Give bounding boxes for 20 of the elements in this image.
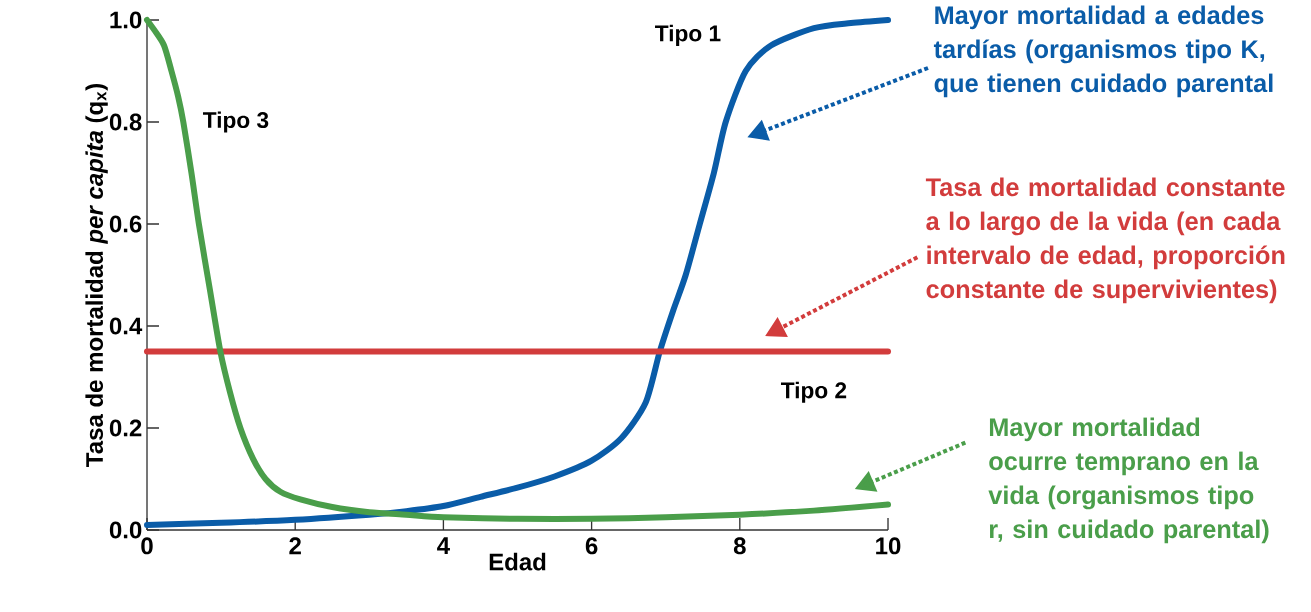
y-tick-label: 0.8 [109, 113, 142, 131]
y-tick-label: 0.6 [109, 215, 142, 233]
x-tick-label: 6 [585, 537, 598, 555]
x-tick-label: 8 [733, 537, 746, 555]
y-tick-label: 0.2 [109, 419, 142, 437]
x-axis-title: Edad [489, 552, 546, 571]
y-axis-title: Tasa de mortalidad per capita (q$_{x}$) [85, 84, 108, 467]
y-tick-label: 0.0 [109, 521, 142, 539]
text: Tasa de mortalidad constante a lo largo de la vida (en cada intervalo de edad, proporción constante de supervivientes) [925, 177, 1285, 304]
x-tick-label: 10 [876, 537, 901, 555]
x-tick-label: 4 [437, 537, 450, 554]
series-label: Tipo 3 [203, 111, 269, 133]
y-tick-label: 0.4 [109, 317, 143, 335]
series-label: Tipo 1 [655, 24, 721, 46]
text: Mayor mortalidad ocurre temprano en la vida (organismos tipo r, sin cuidado parental) [988, 417, 1269, 544]
x-tick-label: 0 [141, 537, 153, 555]
y-tick-label: 1.0 [110, 11, 142, 29]
series-label: Tipo 2 [780, 381, 847, 403]
text: Mayor mortalidad a edades tardías (organismos tipo K, que tienen cuidado parental [933, 5, 1273, 98]
x-tick-label: 2 [289, 537, 301, 555]
